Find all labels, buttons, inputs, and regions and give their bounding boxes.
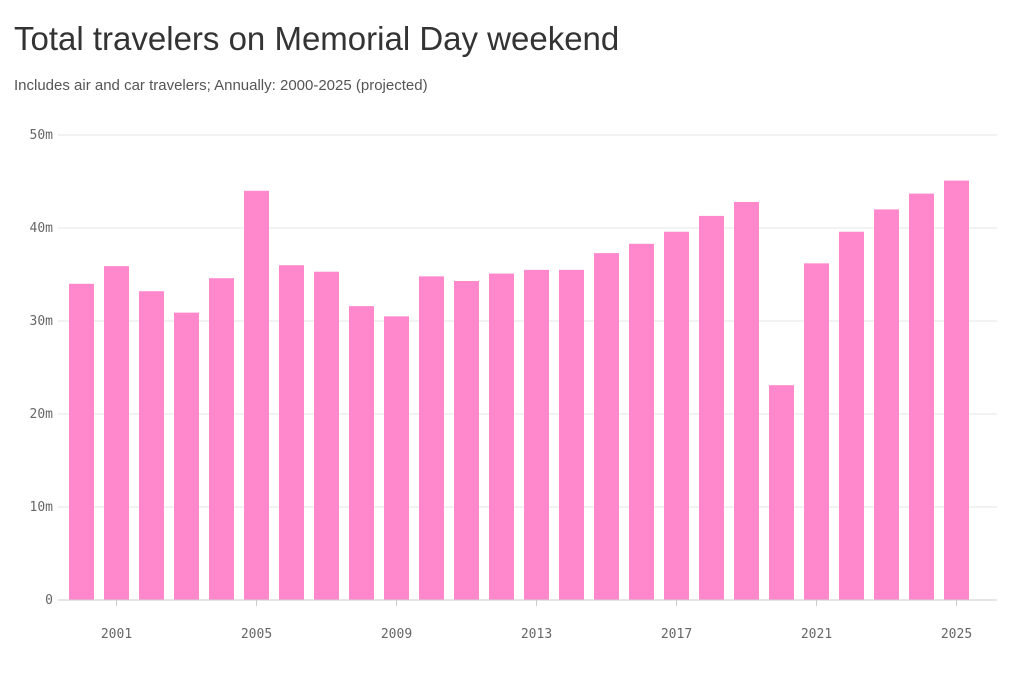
chart-subtitle: Includes air and car travelers; Annually… xyxy=(14,77,428,94)
y-tick-label: 20m xyxy=(30,407,54,422)
y-axis: 0 10m 20m 30m 40m 50m xyxy=(30,128,54,608)
x-tick-label: 2021 xyxy=(801,627,832,642)
bar-2020 xyxy=(769,385,794,600)
bar-2010 xyxy=(419,276,444,600)
bar-2005 xyxy=(244,190,269,601)
x-tick-label: 2017 xyxy=(661,627,692,642)
y-tick-label: 50m xyxy=(30,128,54,143)
bars xyxy=(69,180,969,601)
x-tick-label: 2025 xyxy=(941,627,972,642)
bar-2012 xyxy=(489,273,514,600)
x-tick-label: 2005 xyxy=(241,627,272,642)
bar-2025 xyxy=(944,180,969,600)
y-tick-label: 30m xyxy=(30,314,54,329)
bar-2002 xyxy=(139,291,164,600)
y-tick-label: 40m xyxy=(30,221,54,236)
bar-2014 xyxy=(559,269,584,600)
bar-2022 xyxy=(839,231,864,600)
x-tick-label: 2009 xyxy=(381,627,412,642)
bar-2017 xyxy=(664,231,689,600)
bar-2019 xyxy=(734,201,759,600)
bar-2011 xyxy=(454,281,479,600)
x-tick-label: 2001 xyxy=(101,627,132,642)
bar-2007 xyxy=(314,271,339,600)
y-tick-label: 10m xyxy=(30,500,54,515)
y-tick-label: 0 xyxy=(45,593,53,608)
bar-2016 xyxy=(629,243,654,600)
bar-2000 xyxy=(69,283,94,600)
bar-2004 xyxy=(209,278,234,600)
bar-2008 xyxy=(349,306,374,600)
bar-2015 xyxy=(594,253,619,601)
bar-2003 xyxy=(174,312,199,600)
x-axis: 2001 2005 2009 2013 2017 2021 2025 xyxy=(58,599,997,642)
bar-2013 xyxy=(524,269,549,600)
bar-2023 xyxy=(874,209,899,600)
bar-2024 xyxy=(909,193,934,600)
chart-title: Total travelers on Memorial Day weekend xyxy=(14,20,620,57)
bar-2018 xyxy=(699,215,724,600)
bar-2009 xyxy=(384,316,409,600)
x-tick-label: 2013 xyxy=(521,627,552,642)
bar-2021 xyxy=(804,263,829,600)
bar-2001 xyxy=(104,266,129,600)
bar-2006 xyxy=(279,265,304,600)
